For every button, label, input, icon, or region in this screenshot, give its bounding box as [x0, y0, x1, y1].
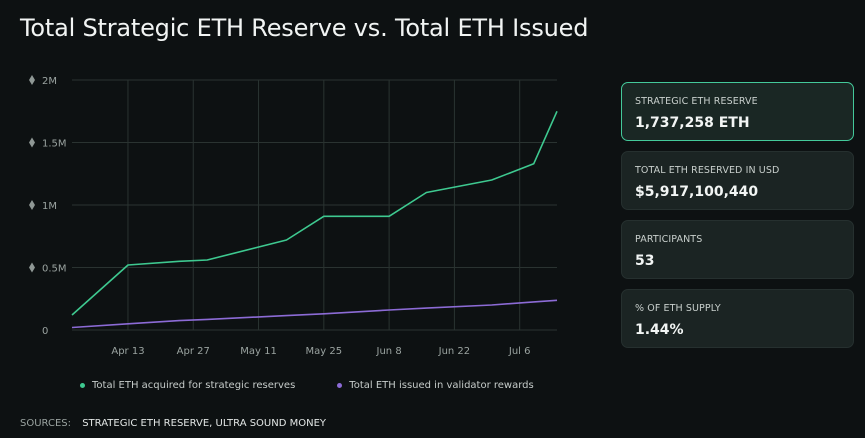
legend-dot-reserve	[80, 383, 85, 388]
card-value: 1,737,258 ETH	[635, 115, 750, 131]
x-tick-label: Jul 6	[508, 346, 531, 357]
eth-icon	[29, 137, 35, 148]
legend-item-issued[interactable]: Total ETH issued in validator rewards	[337, 380, 534, 391]
card-reserved-usd[interactable]: TOTAL ETH RESERVED IN USD $5,917,100,440	[621, 151, 854, 210]
eth-icon	[29, 75, 35, 85]
y-tick-label: 0.5M	[42, 264, 67, 275]
y-tick-label: 1.5M	[42, 139, 67, 150]
series-line-issued[interactable]	[71, 299, 558, 329]
legend-label-issued: Total ETH issued in validator rewards	[349, 380, 534, 391]
card-value: 53	[635, 253, 655, 269]
legend-item-reserve[interactable]: Total ETH acquired for strategic reserve…	[80, 380, 295, 391]
line-chart: 0 0.5M 1M 1.5M 2M Apr 13 Apr 27 May 11 May 25 Ju…	[29, 75, 558, 357]
card-label: % OF ETH SUPPLY	[635, 303, 721, 314]
x-tick-label: Apr 13	[111, 346, 144, 357]
x-tick-label: May 25	[306, 346, 343, 357]
card-label: STRATEGIC ETH RESERVE	[635, 96, 758, 107]
card-value: $5,917,100,440	[635, 184, 759, 200]
y-tick-label: 0	[42, 326, 48, 337]
y-tick-label: 2M	[42, 76, 57, 87]
card-label: TOTAL ETH RESERVED IN USD	[635, 165, 780, 176]
legend-dot-issued	[337, 383, 343, 388]
x-tick-label: Jun 22	[438, 346, 471, 357]
x-tick-label: May 11	[240, 346, 277, 357]
eth-icon	[29, 262, 35, 273]
card-participants[interactable]: PARTICIPANTS 53	[621, 220, 854, 279]
card-label: PARTICIPANTS	[635, 234, 703, 245]
chart-legend: Total ETH acquired for strategic reserve…	[80, 380, 534, 391]
card-strategic-reserve[interactable]: STRATEGIC ETH RESERVE 1,737,258 ETH	[621, 82, 854, 141]
sources-label: SOURCES:	[20, 418, 72, 429]
stats-cards: STRATEGIC ETH RESERVE 1,737,258 ETH TOTA…	[621, 82, 854, 358]
x-tick-label: Apr 27	[177, 346, 210, 357]
card-value: 1.44%	[635, 322, 684, 338]
y-tick-label: 1M	[42, 201, 57, 212]
sources-note: SOURCES: STRATEGIC ETH RESERVE, ULTRA SO…	[20, 418, 326, 429]
x-tick-label: Jun 8	[376, 346, 402, 357]
eth-icon	[29, 200, 35, 210]
series-line-reserve[interactable]	[71, 110, 558, 316]
sources-value: STRATEGIC ETH RESERVE, ULTRA SOUND MONEY	[82, 418, 327, 429]
legend-label-reserve: Total ETH acquired for strategic reserve…	[92, 380, 296, 391]
card-eth-supply[interactable]: % OF ETH SUPPLY 1.44%	[621, 289, 854, 348]
chart-title: Total Strategic ETH Reserve vs. Total ET…	[20, 14, 589, 42]
